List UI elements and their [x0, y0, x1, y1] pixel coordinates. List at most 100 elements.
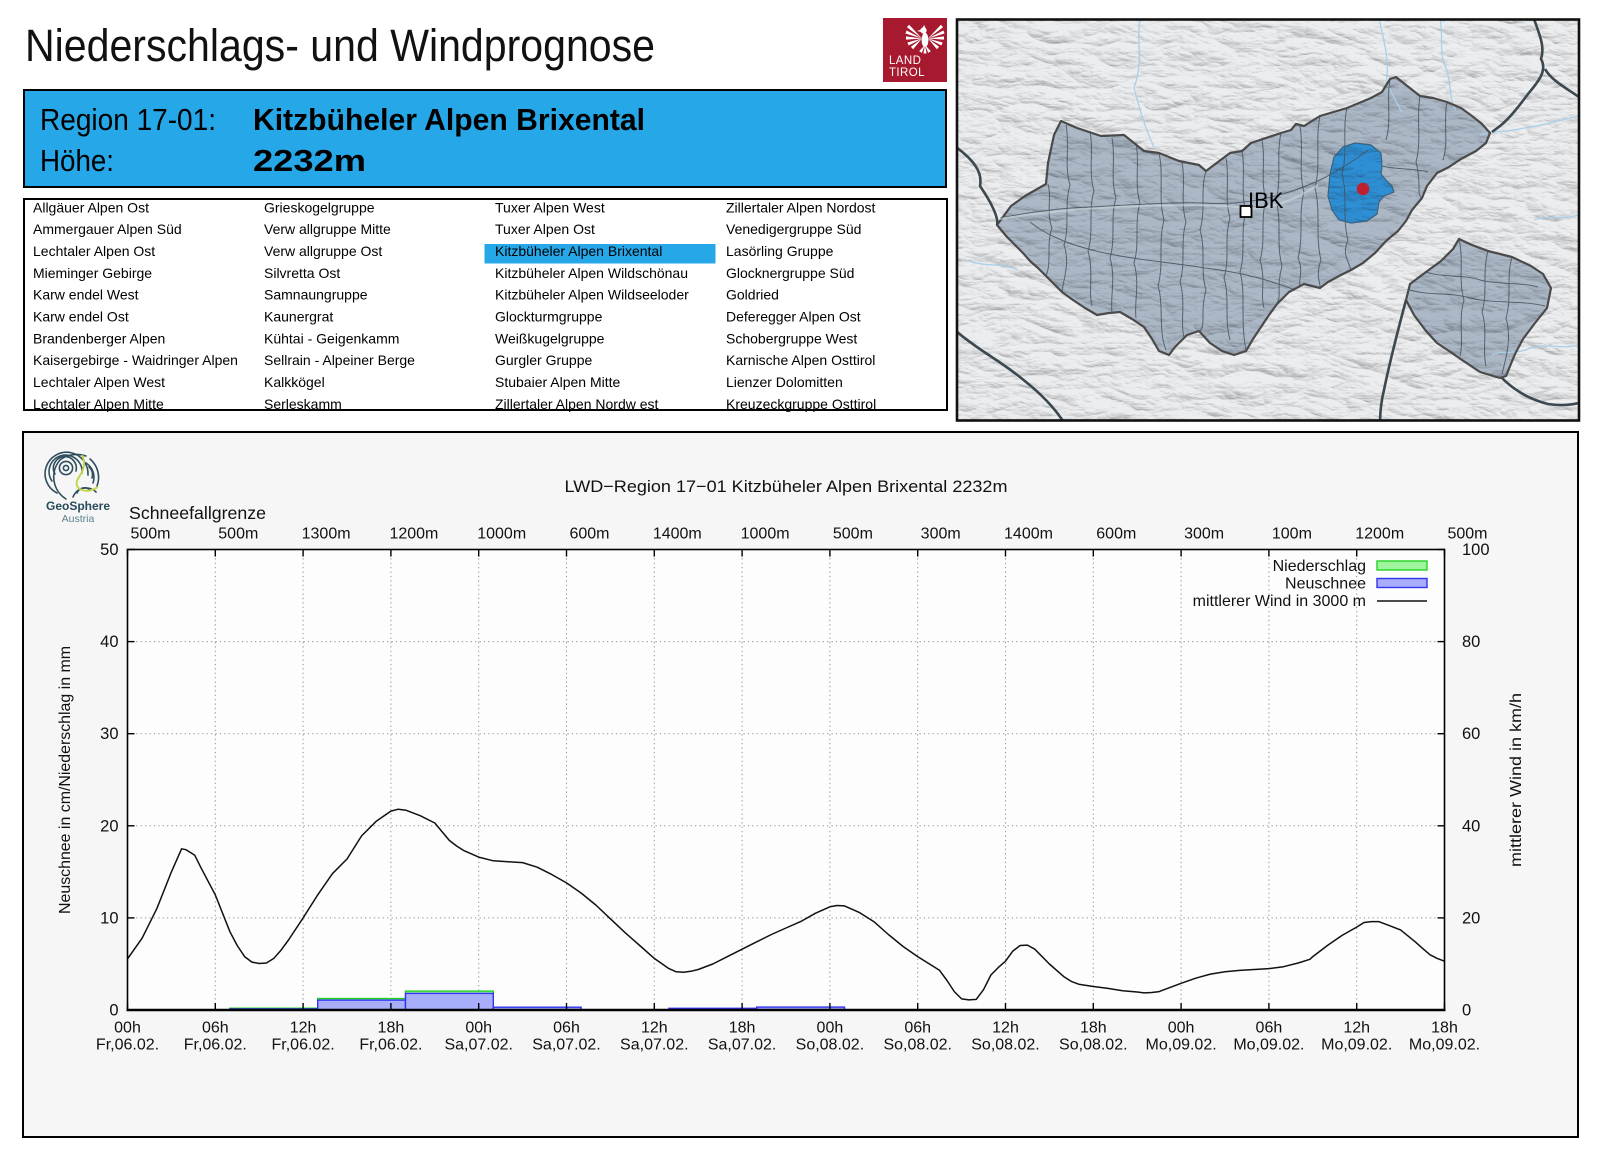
svg-text:Zillertaler Alpen Nordw est: Zillertaler Alpen Nordw est	[495, 396, 659, 412]
svg-text:40: 40	[100, 633, 118, 651]
svg-text:30: 30	[100, 725, 118, 743]
svg-text:12h: 12h	[1343, 1020, 1370, 1037]
svg-text:mittlerer Wind in 3000 m: mittlerer Wind in 3000 m	[1193, 593, 1366, 610]
svg-text:Kitzbüheler Alpen Wildschönau: Kitzbüheler Alpen Wildschönau	[495, 265, 688, 281]
svg-text:06h: 06h	[1256, 1020, 1283, 1037]
svg-text:Lasörling Gruppe: Lasörling Gruppe	[726, 243, 834, 259]
svg-text:Kitzbüheler Alpen Brixental: Kitzbüheler Alpen Brixental	[495, 243, 662, 259]
svg-text:Fr,06.02.: Fr,06.02.	[359, 1037, 422, 1054]
svg-text:LWD−Region 17−01 Kitzbüheler A: LWD−Region 17−01 Kitzbüheler Alpen Brixe…	[565, 477, 1008, 496]
svg-text:IBK: IBK	[1248, 188, 1284, 213]
svg-text:Weißkugelgruppe: Weißkugelgruppe	[495, 330, 605, 346]
svg-text:Brandenberger Alpen: Brandenberger Alpen	[33, 330, 165, 346]
svg-text:18h: 18h	[1080, 1020, 1107, 1037]
svg-text:Neuschnee in cm/Niederschlag i: Neuschnee in cm/Niederschlag in mm	[57, 646, 74, 914]
svg-text:1300m: 1300m	[302, 526, 351, 543]
svg-text:Mo,09.02.: Mo,09.02.	[1233, 1037, 1304, 1054]
svg-text:Neuschnee: Neuschnee	[1285, 576, 1366, 593]
svg-text:12h: 12h	[290, 1020, 317, 1037]
svg-text:80: 80	[1462, 633, 1480, 651]
svg-text:LAND: LAND	[889, 55, 921, 67]
svg-text:Lechtaler Alpen West: Lechtaler Alpen West	[33, 374, 165, 390]
svg-text:Serleskamm: Serleskamm	[264, 396, 342, 412]
svg-text:100m: 100m	[1272, 526, 1312, 543]
svg-text:Kreuzeckgruppe Osttirol: Kreuzeckgruppe Osttirol	[726, 396, 876, 412]
svg-text:Sellrain - Alpeiner Berge: Sellrain - Alpeiner Berge	[264, 352, 415, 368]
svg-text:Glockturmgruppe: Glockturmgruppe	[495, 309, 603, 325]
svg-text:Fr,06.02.: Fr,06.02.	[96, 1037, 159, 1054]
svg-text:06h: 06h	[202, 1020, 229, 1037]
svg-text:50: 50	[100, 541, 118, 559]
svg-text:Allgäuer Alpen Ost: Allgäuer Alpen Ost	[33, 199, 149, 215]
svg-text:Karw endel West: Karw endel West	[33, 287, 139, 303]
svg-text:So,08.02.: So,08.02.	[883, 1037, 952, 1054]
svg-text:500m: 500m	[833, 526, 873, 543]
svg-text:0: 0	[109, 1002, 118, 1020]
svg-text:Deferegger Alpen Ost: Deferegger Alpen Ost	[726, 309, 861, 325]
svg-text:300m: 300m	[1184, 526, 1224, 543]
svg-text:Goldried: Goldried	[726, 287, 779, 303]
svg-text:Schneefallgrenze: Schneefallgrenze	[129, 503, 266, 523]
svg-text:Kitzbüheler Alpen Wildseeloder: Kitzbüheler Alpen Wildseeloder	[495, 287, 689, 303]
svg-text:Fr,06.02.: Fr,06.02.	[272, 1037, 335, 1054]
svg-text:500m: 500m	[1447, 526, 1487, 543]
svg-text:TIROL: TIROL	[889, 67, 925, 79]
svg-text:Mieminger Gebirge: Mieminger Gebirge	[33, 265, 152, 281]
svg-text:Kitzbüheler Alpen Brixental: Kitzbüheler Alpen Brixental	[253, 102, 645, 137]
svg-text:Lechtaler Alpen Ost: Lechtaler Alpen Ost	[33, 243, 155, 259]
svg-text:00h: 00h	[465, 1020, 492, 1037]
svg-text:Tuxer Alpen Ost: Tuxer Alpen Ost	[495, 221, 595, 237]
svg-text:Stubaier Alpen Mitte: Stubaier Alpen Mitte	[495, 374, 621, 390]
svg-text:Sa,07.02.: Sa,07.02.	[532, 1037, 601, 1054]
svg-text:18h: 18h	[1431, 1020, 1458, 1037]
svg-text:Lienzer Dolomitten: Lienzer Dolomitten	[726, 374, 843, 390]
svg-text:18h: 18h	[378, 1020, 405, 1037]
svg-text:Mo,09.02.: Mo,09.02.	[1321, 1037, 1392, 1054]
svg-text:Verw allgruppe Ost: Verw allgruppe Ost	[264, 243, 382, 259]
svg-text:Region 17-01:: Region 17-01:	[40, 102, 216, 137]
svg-text:1000m: 1000m	[741, 526, 790, 543]
svg-text:Kühtai - Geigenkamm: Kühtai - Geigenkamm	[264, 330, 399, 346]
svg-text:12h: 12h	[992, 1020, 1019, 1037]
svg-text:Austria: Austria	[62, 513, 95, 525]
svg-text:So,08.02.: So,08.02.	[971, 1037, 1040, 1054]
svg-text:So,08.02.: So,08.02.	[796, 1037, 865, 1054]
svg-text:Mo,09.02.: Mo,09.02.	[1146, 1037, 1217, 1054]
svg-text:GeoSphere: GeoSphere	[46, 499, 110, 513]
svg-text:Kaisergebirge - Waidringer Alp: Kaisergebirge - Waidringer Alpen	[33, 352, 238, 368]
svg-text:Ammergauer Alpen Süd: Ammergauer Alpen Süd	[33, 221, 182, 237]
svg-text:600m: 600m	[569, 526, 609, 543]
svg-text:mittlerer Wind in km/h: mittlerer Wind in km/h	[1508, 693, 1525, 867]
svg-text:Sa,07.02.: Sa,07.02.	[620, 1037, 689, 1054]
svg-text:Mo,09.02.: Mo,09.02.	[1409, 1037, 1480, 1054]
svg-text:06h: 06h	[904, 1020, 931, 1037]
svg-text:600m: 600m	[1096, 526, 1136, 543]
svg-text:10: 10	[100, 909, 118, 927]
svg-text:20: 20	[1462, 909, 1480, 927]
svg-text:Schobergruppe West: Schobergruppe West	[726, 330, 857, 346]
svg-text:Glocknergruppe Süd: Glocknergruppe Süd	[726, 265, 854, 281]
svg-text:Samnaungruppe: Samnaungruppe	[264, 287, 368, 303]
svg-text:18h: 18h	[729, 1020, 756, 1037]
svg-text:Höhe:: Höhe:	[40, 143, 114, 178]
svg-text:60: 60	[1462, 725, 1480, 743]
svg-text:So,08.02.: So,08.02.	[1059, 1037, 1128, 1054]
svg-text:1200m: 1200m	[1355, 526, 1404, 543]
svg-text:00h: 00h	[1168, 1020, 1195, 1037]
svg-text:2232m: 2232m	[253, 143, 366, 178]
svg-text:1200m: 1200m	[389, 526, 438, 543]
svg-text:20: 20	[100, 817, 118, 835]
svg-text:1400m: 1400m	[653, 526, 702, 543]
svg-text:Karw endel Ost: Karw endel Ost	[33, 309, 129, 325]
svg-text:300m: 300m	[921, 526, 961, 543]
svg-text:Kalkkögel: Kalkkögel	[264, 374, 325, 390]
svg-text:1000m: 1000m	[477, 526, 526, 543]
svg-text:500m: 500m	[218, 526, 258, 543]
svg-text:00h: 00h	[114, 1020, 141, 1037]
svg-text:00h: 00h	[817, 1020, 844, 1037]
svg-text:Niederschlags- und Windprognos: Niederschlags- und Windprognose	[25, 20, 655, 71]
svg-text:Karnische Alpen Osttirol: Karnische Alpen Osttirol	[726, 352, 875, 368]
svg-text:Silvretta Ost: Silvretta Ost	[264, 265, 340, 281]
svg-text:Zillertaler Alpen Nordost: Zillertaler Alpen Nordost	[726, 199, 876, 215]
svg-text:0: 0	[1462, 1002, 1471, 1020]
